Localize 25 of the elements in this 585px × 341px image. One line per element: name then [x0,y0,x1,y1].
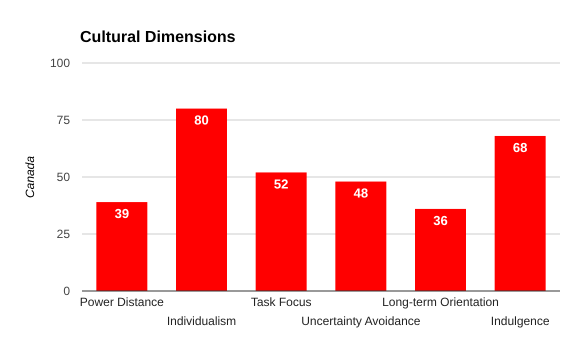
y-tick-label: 50 [56,170,70,184]
bar [415,208,466,291]
data-label: 36 [433,212,448,228]
bar [335,182,386,291]
x-tick-label: Long-term Orientation [382,295,499,309]
data-label: 48 [354,186,368,201]
bar [256,172,307,291]
x-tick-label: Uncertainty Avoidance [301,314,421,328]
x-tick-label: Individualism [166,314,236,328]
data-label: 39 [114,206,130,222]
bar [494,136,546,291]
x-tick-label: Task Focus [250,295,312,309]
x-tick-label: Indulgence [490,314,550,328]
data-label: 68 [512,140,528,155]
x-tick-label: Power Distance [80,295,164,309]
y-axis-title: Canada [23,156,37,198]
bar [176,108,227,291]
chart-title: Cultural Dimensions [80,29,236,46]
y-tick-label: 100 [50,56,70,70]
data-label: 80 [194,112,209,128]
bar [96,202,148,291]
data-label: 52 [274,176,288,192]
y-tick-label: 0 [63,284,70,298]
y-tick-label: 75 [56,113,70,128]
y-tick-label: 25 [56,227,70,242]
